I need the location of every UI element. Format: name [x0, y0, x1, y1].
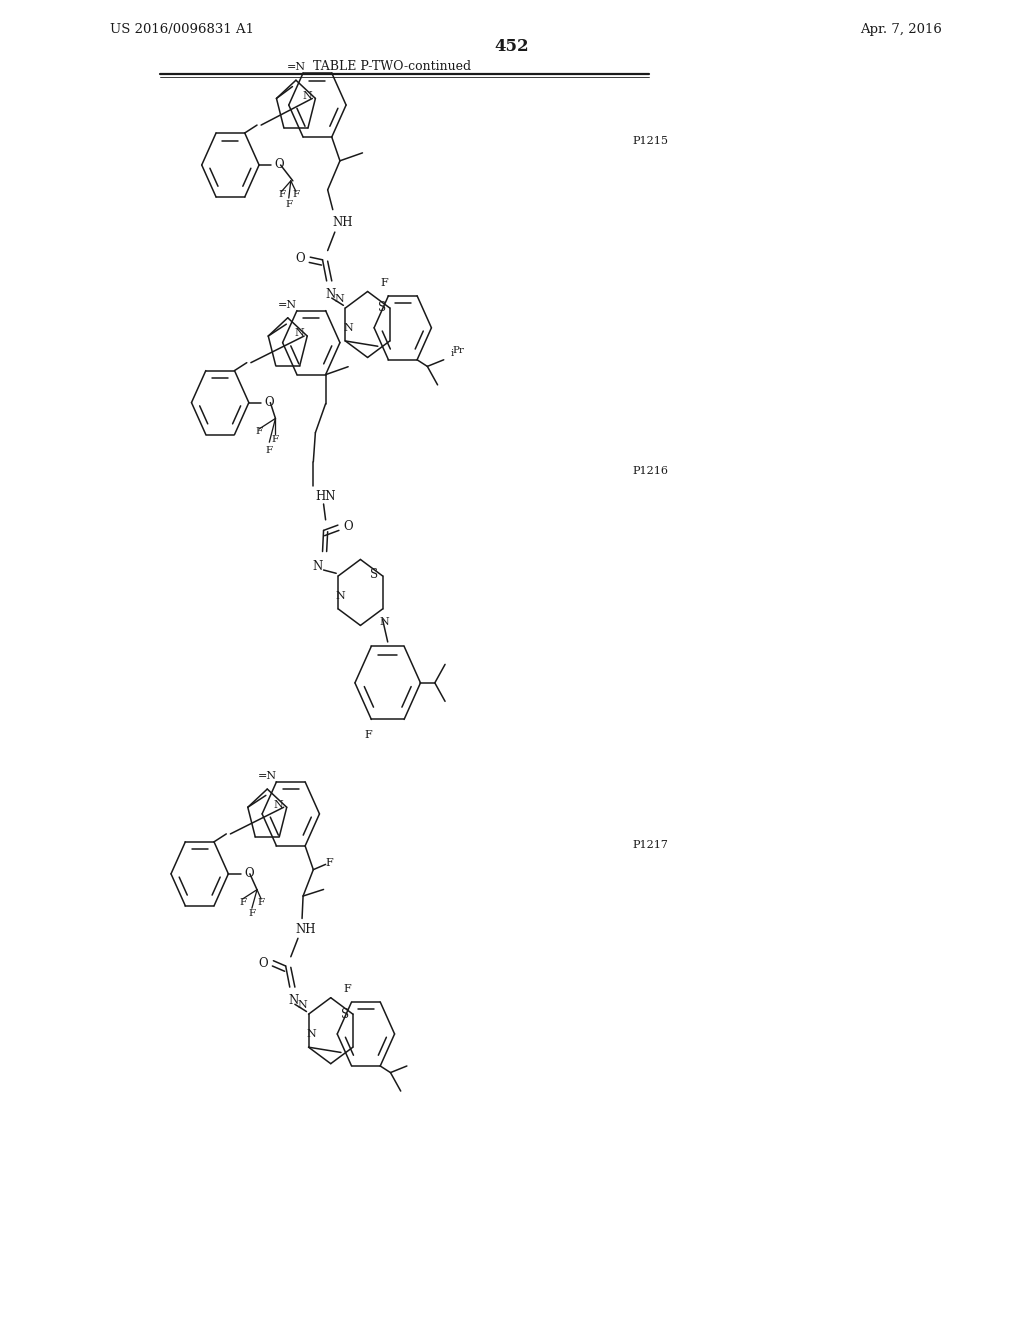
Text: NH: NH	[333, 216, 353, 230]
Text: S: S	[371, 568, 379, 581]
Text: N: N	[298, 1001, 307, 1010]
Text: F: F	[344, 983, 351, 994]
Text: F: F	[266, 446, 272, 454]
Text: P1216: P1216	[633, 466, 669, 477]
Text: TABLE P-TWO-continued: TABLE P-TWO-continued	[313, 59, 471, 73]
Text: F: F	[279, 190, 285, 198]
Text: O: O	[274, 158, 285, 172]
Text: N: N	[326, 288, 336, 301]
Text: N: N	[302, 91, 312, 100]
Text: N: N	[336, 591, 345, 601]
Text: N: N	[344, 323, 353, 333]
Text: US 2016/0096831 A1: US 2016/0096831 A1	[110, 22, 254, 36]
Text: F: F	[258, 899, 264, 907]
Text: O: O	[244, 867, 254, 880]
Text: O: O	[295, 252, 305, 265]
Text: =N: =N	[287, 62, 305, 73]
Text: F: F	[365, 730, 372, 741]
Text: F: F	[256, 428, 262, 436]
Text: P1217: P1217	[633, 840, 669, 850]
Text: O: O	[258, 957, 268, 970]
Text: F: F	[286, 201, 292, 209]
Text: F: F	[293, 190, 299, 198]
Text: F: F	[272, 436, 279, 444]
Text: N: N	[273, 800, 284, 809]
Text: F: F	[240, 899, 246, 907]
Text: O: O	[343, 520, 353, 533]
Text: 452: 452	[495, 38, 529, 54]
Text: F: F	[249, 909, 255, 917]
Text: N: N	[307, 1030, 316, 1039]
Text: Pr: Pr	[453, 346, 464, 355]
Text: S: S	[341, 1007, 349, 1020]
Text: N: N	[289, 994, 299, 1007]
Text: N: N	[312, 560, 323, 573]
Text: N: N	[380, 618, 389, 627]
Text: P1215: P1215	[633, 136, 669, 147]
Text: F: F	[381, 277, 388, 288]
Text: NH: NH	[296, 923, 316, 936]
Text: Apr. 7, 2016: Apr. 7, 2016	[860, 22, 942, 36]
Text: N: N	[294, 329, 304, 338]
Text: i: i	[451, 348, 454, 358]
Text: O: O	[264, 396, 274, 409]
Text: F: F	[326, 858, 334, 869]
Text: N: N	[335, 294, 344, 304]
Text: S: S	[378, 301, 386, 314]
Text: =N: =N	[279, 300, 297, 310]
Text: HN: HN	[315, 490, 336, 503]
Text: =N: =N	[258, 771, 276, 781]
